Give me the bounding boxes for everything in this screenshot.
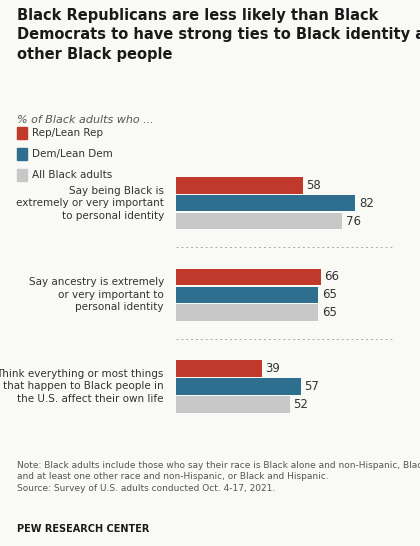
Text: Say being Black is
extremely or very important
to personal identity: Say being Black is extremely or very imp… bbox=[16, 186, 164, 221]
Bar bbox=[176, 396, 290, 413]
Text: 52: 52 bbox=[293, 398, 308, 411]
Text: All Black adults: All Black adults bbox=[32, 170, 112, 180]
Text: Dem/Lean Dem: Dem/Lean Dem bbox=[32, 149, 112, 159]
Bar bbox=[176, 195, 355, 211]
Bar bbox=[176, 269, 320, 285]
Text: PEW RESEARCH CENTER: PEW RESEARCH CENTER bbox=[17, 524, 149, 534]
Text: 39: 39 bbox=[265, 362, 280, 375]
Text: 65: 65 bbox=[322, 288, 336, 301]
Bar bbox=[176, 177, 303, 194]
Text: Say ancestry is extremely
or very important to
personal identity: Say ancestry is extremely or very import… bbox=[29, 277, 164, 312]
Bar bbox=[176, 360, 262, 377]
Bar bbox=[176, 305, 318, 321]
Text: 66: 66 bbox=[324, 270, 339, 283]
Text: Black Republicans are less likely than Black
Democrats to have strong ties to Bl: Black Republicans are less likely than B… bbox=[17, 8, 420, 62]
Text: 65: 65 bbox=[322, 306, 336, 319]
Text: 58: 58 bbox=[306, 179, 321, 192]
Text: Rep/Lean Rep: Rep/Lean Rep bbox=[32, 128, 102, 138]
Text: 57: 57 bbox=[304, 380, 319, 393]
Bar bbox=[176, 378, 301, 395]
Text: Think everything or most things
that happen to Black people in
the U.S. affect t: Think everything or most things that hap… bbox=[0, 369, 164, 404]
Bar bbox=[176, 287, 318, 303]
Text: 82: 82 bbox=[359, 197, 374, 210]
Text: Note: Black adults include those who say their race is Black alone and non-Hispa: Note: Black adults include those who say… bbox=[17, 461, 420, 492]
Text: 76: 76 bbox=[346, 215, 361, 228]
Bar bbox=[176, 213, 342, 229]
Text: % of Black adults who ...: % of Black adults who ... bbox=[17, 115, 153, 124]
